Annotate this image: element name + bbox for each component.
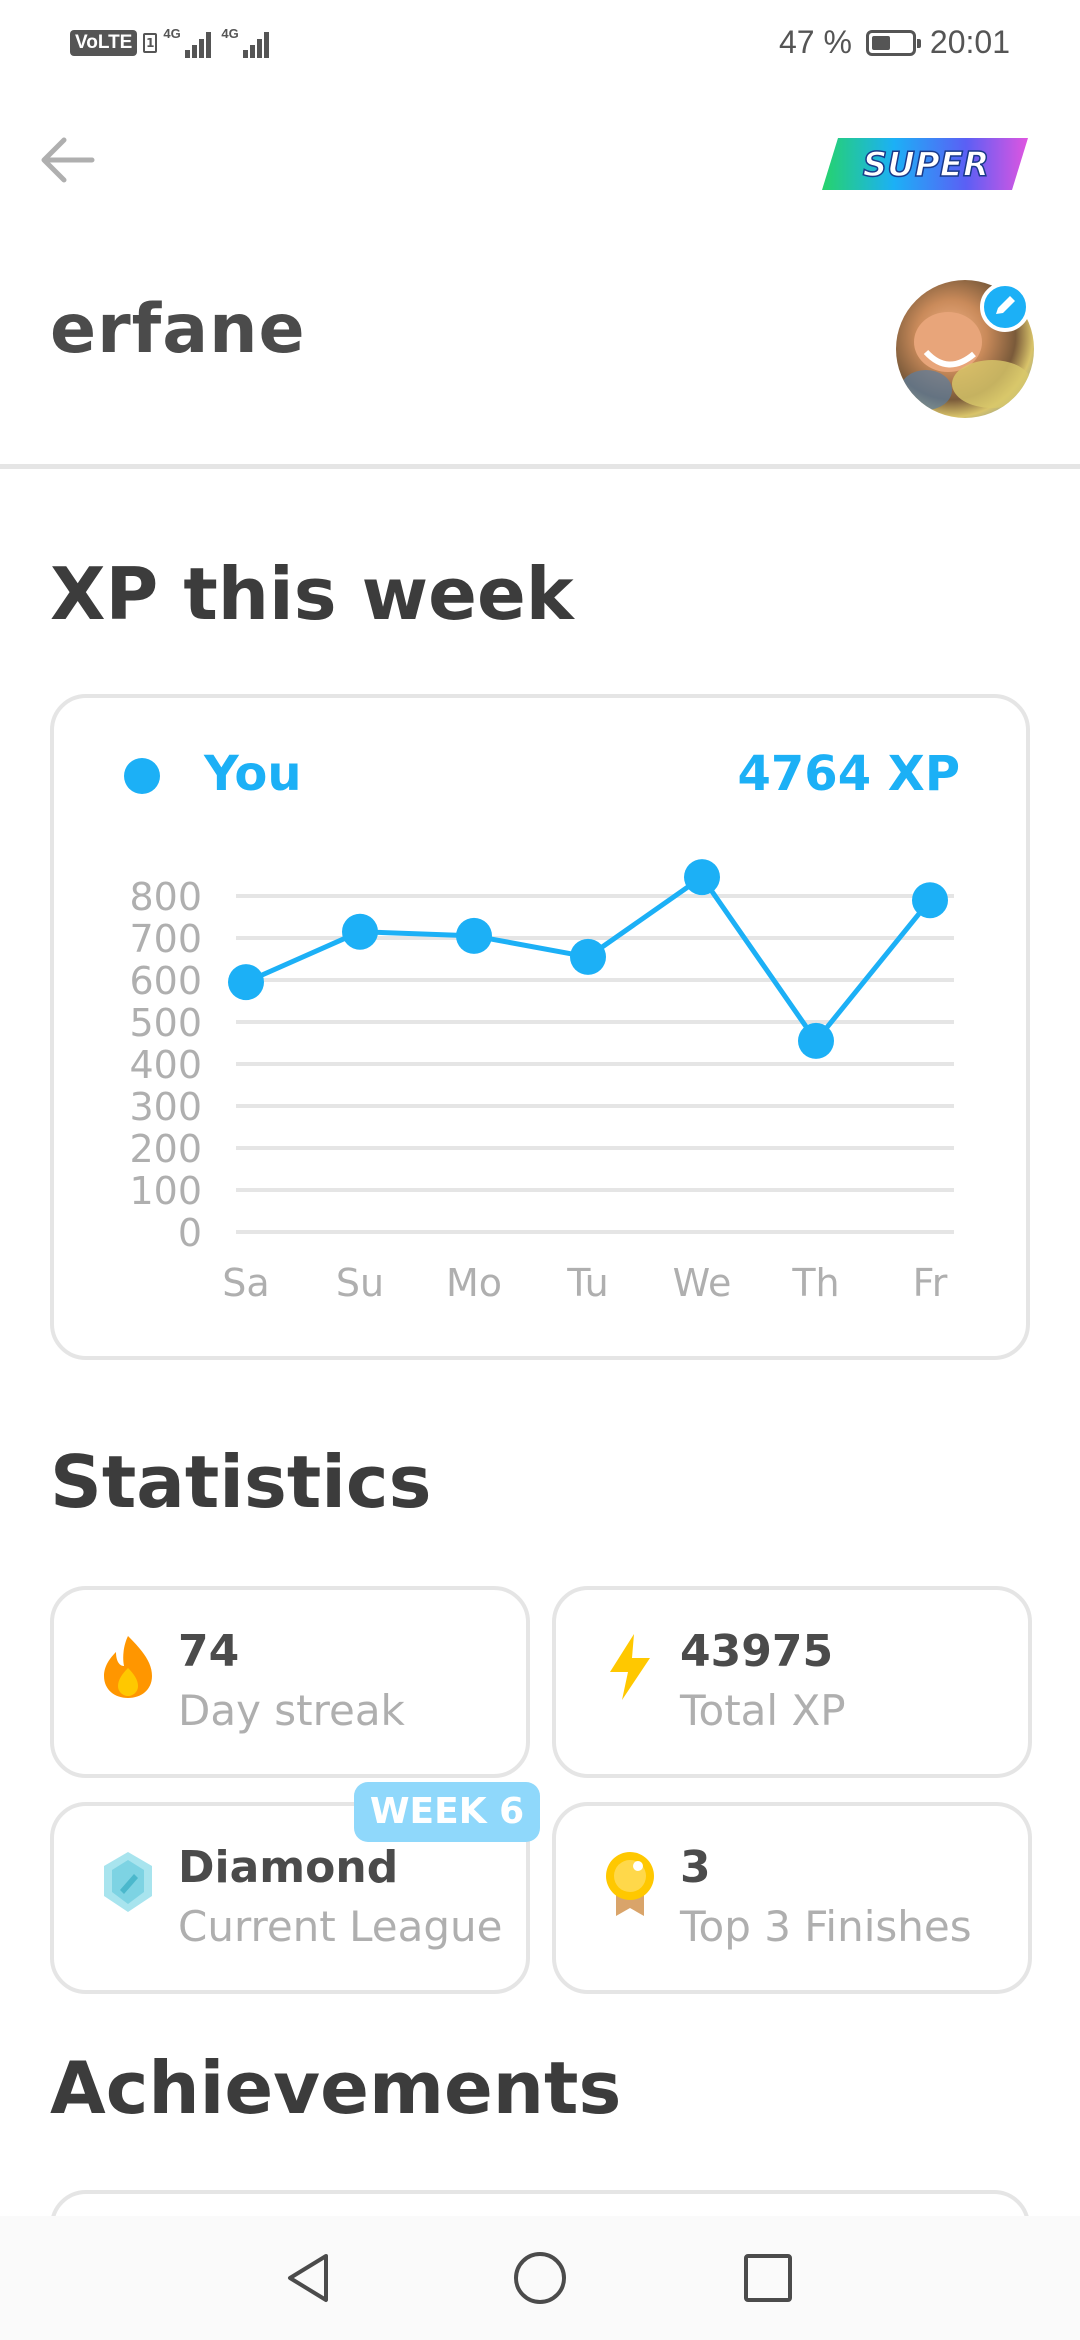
square-recents-icon [744,2254,792,2302]
battery-fill [871,35,890,50]
stat-card-total-xp[interactable]: 43975 Total XP [552,1586,1032,1778]
y-tick-label: 800 [129,875,202,919]
top3-label: Top 3 Finishes [680,1902,972,1951]
y-tick-label: 400 [129,1043,202,1087]
data-point [228,964,264,1001]
medal-icon [606,1852,654,1916]
statistics-title: Statistics [50,1440,432,1524]
streak-label: Day streak [178,1686,405,1735]
legend-xp-total: 4764 XP [737,746,961,802]
y-tick-label: 500 [129,1001,202,1045]
x-tick-label: We [673,1261,732,1305]
circle-home-icon [514,2252,566,2304]
super-label: SUPER [863,145,989,185]
x-tick-label: Tu [566,1261,609,1305]
volte-indicator: VoLTE [70,30,138,56]
nav-home-button[interactable] [500,2238,580,2318]
league-value: Diamond [178,1842,399,1893]
pencil-icon [996,296,1015,314]
y-tick-label: 300 [129,1085,202,1129]
total-xp-label: Total XP [680,1686,846,1735]
status-left: VoLTE 1 4G 4G [70,26,273,60]
battery-percent: 47 % [778,24,852,60]
legend-series-name: You [204,746,302,802]
clock: 20:01 [929,24,1010,60]
system-nav-bar [0,2216,1080,2340]
back-button[interactable] [30,126,110,206]
sim-indicator: 1 [143,33,158,53]
streak-value: 74 [178,1626,240,1677]
legend-dot [124,758,160,794]
x-tick-label: Mo [446,1261,502,1305]
nav-back-button[interactable] [268,2238,348,2318]
top3-value: 3 [680,1842,711,1893]
total-xp-value: 43975 [680,1626,834,1677]
x-tick-label: Th [791,1261,839,1305]
y-tick-label: 0 [178,1211,202,1255]
diamond-league-icon [104,1852,152,1912]
signal-icon-2: 4G [221,26,273,60]
xp-section-title: XP this week [50,552,574,636]
status-bar: VoLTE 1 4G 4G 47 % 20:01 [0,0,1080,92]
edit-avatar-button[interactable] [980,282,1030,332]
y-tick-label: 100 [129,1169,202,1213]
x-tick-label: Su [336,1261,384,1305]
xp-chart-card: You 4764 XP 0 100 200 300 400 500 600 700 800 Sa S… [50,694,1030,1360]
flame-icon [104,1636,152,1698]
username: erfane [50,290,306,369]
nav-recents-button[interactable] [728,2238,808,2318]
header-divider [0,464,1080,469]
network-type-2: 4G [221,26,239,41]
battery-icon [865,29,921,56]
data-point [456,917,492,954]
arrow-left-icon [41,137,95,183]
super-logo: SUPER [822,138,1028,190]
stat-card-top3[interactable]: 3 Top 3 Finishes [552,1802,1032,1994]
achievements-title: Achievements [50,2046,622,2130]
league-label: Current League [178,1902,503,1951]
data-point [912,882,948,919]
signal-icon: 4G [163,26,215,60]
status-right: 47 % 20:01 [779,24,1010,61]
data-point [684,859,720,896]
triangle-back-icon [288,2254,328,2302]
stat-card-league[interactable]: Diamond Current League [50,1802,530,1994]
x-tick-label: Fr [913,1261,948,1305]
lightning-icon [610,1634,650,1700]
y-tick-label: 200 [129,1127,202,1171]
data-point [570,938,606,975]
x-tick-label: Sa [222,1261,269,1305]
network-type-1: 4G [163,26,181,41]
data-point [798,1022,834,1059]
data-point [342,913,378,950]
stat-card-streak[interactable]: 74 Day streak [50,1586,530,1778]
y-tick-label: 600 [129,959,202,1003]
y-tick-label: 700 [129,917,202,961]
super-badge[interactable]: SUPER [818,136,1032,192]
week-badge: WEEK 6 [354,1782,540,1842]
